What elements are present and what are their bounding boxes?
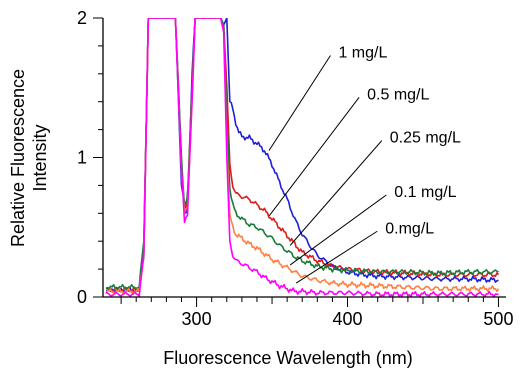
x-tick-label: 500 xyxy=(483,309,513,329)
annotation-label: 0.5 mg/L xyxy=(367,86,429,103)
annotation-leader xyxy=(295,230,378,284)
y-tick-label: 1 xyxy=(77,148,87,168)
annotation-label: 0.1 mg/L xyxy=(394,184,456,201)
y-axis-label-line2: Intensity xyxy=(30,124,50,191)
x-axis-label: Fluorescence Wavelength (nm) xyxy=(163,348,412,368)
annotation-label: 0.25 mg/L xyxy=(390,130,461,147)
annotations: 1 mg/L 0.5 mg/L 0.25 mg/L 0.1 mg/L 0.mg/L xyxy=(268,44,461,284)
annotation-leader xyxy=(289,140,383,246)
series-line-0-5-mg-l xyxy=(105,18,500,293)
series-line-0-1-mg-l xyxy=(105,18,500,296)
series-line-1-mg-l xyxy=(105,18,499,293)
series-line-0-mg-l xyxy=(105,18,499,297)
x-tick-label: 400 xyxy=(332,309,362,329)
axes: 300 400 500 0 1 2 xyxy=(77,8,513,329)
y-axis-label-line1: Relative Fluorescence xyxy=(8,69,28,247)
annotation-leader xyxy=(268,97,360,217)
x-tick-label: 300 xyxy=(182,309,212,329)
plot-area xyxy=(105,18,500,297)
y-tick-label: 2 xyxy=(77,8,87,28)
series-line-0-25-mg-l xyxy=(105,18,499,291)
annotation-leader xyxy=(289,194,387,266)
annotation-label: 1 mg/L xyxy=(338,44,387,61)
y-tick-label: 0 xyxy=(77,287,87,307)
annotation-leader xyxy=(268,55,331,151)
annotation-label: 0.mg/L xyxy=(385,220,434,237)
